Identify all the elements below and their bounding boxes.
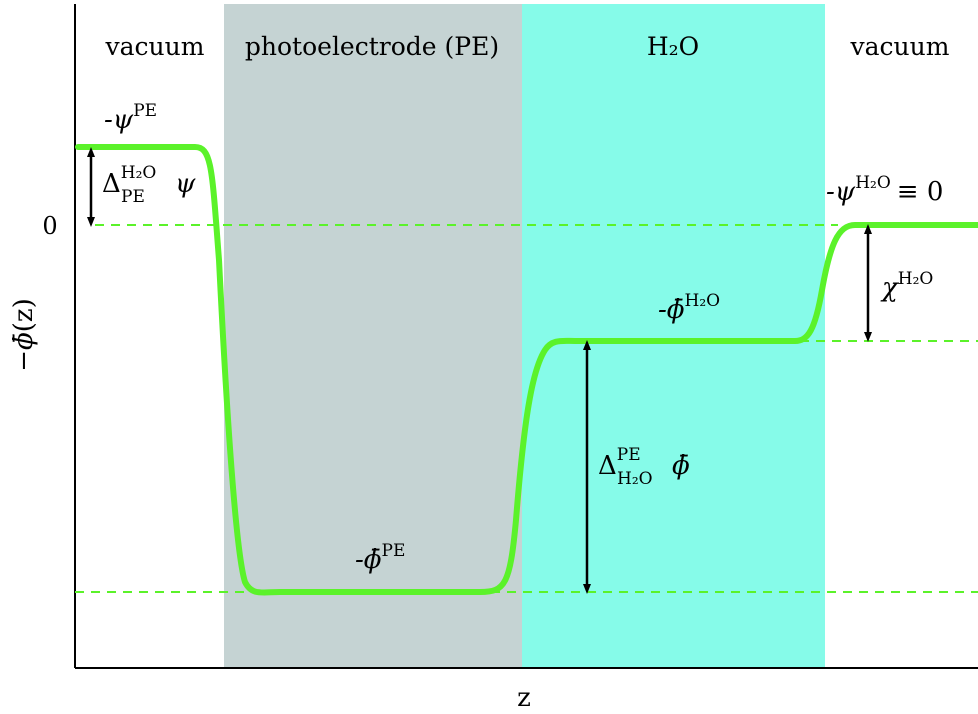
phi-pe-label: -ϕ̄PE — [355, 541, 405, 575]
y-label-phi: ϕ̄ — [9, 332, 39, 350]
water-region — [522, 4, 825, 668]
svg-text:−ϕ̄(z): −ϕ̄(z) — [9, 298, 39, 372]
phi-water-symbol: -ϕ̄ — [658, 295, 685, 325]
psi-pe-superscript: PE — [133, 101, 157, 121]
y-axis-label: −ϕ̄(z) — [9, 298, 39, 372]
delta-psi-subscript: PE — [121, 187, 145, 207]
psi-water-equiv-zero: ≡ 0 — [897, 177, 944, 207]
delta-psi-label: ΔH₂O PE ψ — [102, 163, 196, 207]
delta-phi-delta: Δ — [598, 451, 617, 481]
region-label-vacuum-left: vacuum — [105, 32, 205, 61]
phi-pe-superscript: PE — [382, 541, 406, 561]
region-label-photoelectrode: photoelectrode (PE) — [245, 32, 499, 61]
potential-curve — [75, 144, 978, 596]
photoelectrode-region — [224, 4, 522, 668]
chi-superscript: H₂O — [898, 269, 934, 289]
delta-psi-superscript: H₂O — [121, 163, 157, 183]
chi-symbol: χ — [880, 273, 900, 303]
region-label-water: H₂O — [647, 32, 699, 61]
delta-psi-psi: ψ — [175, 169, 196, 199]
x-axis-label: z — [517, 683, 531, 713]
phi-water-label: -ϕ̄H₂O — [658, 291, 720, 325]
delta-phi-superscript: PE — [617, 445, 641, 465]
phi-water-superscript: H₂O — [685, 291, 721, 311]
delta-phi-label: ΔPE H₂O ϕ̄ — [598, 445, 690, 489]
psi-pe-label: -ψPE — [104, 101, 157, 135]
delta-psi-delta: Δ — [102, 169, 121, 199]
psi-water-label: -ψH₂O ≡ 0 — [826, 173, 943, 207]
phi-pe-symbol: -ϕ̄ — [355, 545, 382, 575]
delta-phi-subscript: H₂O — [617, 469, 653, 489]
region-label-vacuum-right: vacuum — [850, 32, 950, 61]
psi-water-symbol: -ψ — [826, 177, 856, 207]
psi-water-superscript: H₂O — [855, 173, 891, 193]
psi-pe-symbol: -ψ — [104, 105, 134, 135]
delta-phi-phi: ϕ̄ — [672, 451, 690, 481]
y-label-minus: − — [9, 350, 39, 372]
y-label-arg: (z) — [9, 298, 39, 332]
y-tick-zero: 0 — [42, 212, 57, 240]
chi-label: χH₂O — [880, 269, 933, 303]
